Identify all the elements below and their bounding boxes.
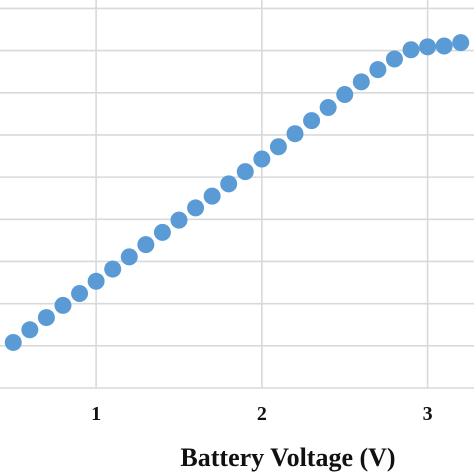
data-point bbox=[303, 112, 321, 130]
data-point bbox=[120, 248, 138, 266]
x-axis-title: Battery Voltage (V) bbox=[180, 443, 395, 472]
data-point bbox=[352, 73, 370, 91]
data-point bbox=[286, 125, 304, 143]
data-point bbox=[402, 41, 420, 59]
data-point bbox=[21, 321, 39, 339]
data-point bbox=[236, 163, 254, 181]
data-point bbox=[452, 34, 470, 52]
data-point bbox=[319, 99, 337, 117]
data-markers bbox=[4, 34, 470, 351]
horizontal-gridlines bbox=[0, 7, 474, 347]
data-point bbox=[435, 37, 453, 55]
data-point bbox=[87, 272, 105, 290]
data-point bbox=[71, 285, 89, 303]
data-point bbox=[419, 38, 437, 56]
data-point bbox=[336, 85, 354, 103]
data-point bbox=[104, 260, 122, 278]
data-point bbox=[153, 223, 171, 241]
data-point bbox=[187, 199, 205, 217]
vertical-gridlines bbox=[95, 0, 429, 388]
data-point bbox=[37, 309, 55, 327]
data-point bbox=[170, 211, 188, 229]
x-tick-label: 3 bbox=[423, 403, 433, 425]
data-point bbox=[253, 150, 271, 168]
data-point bbox=[54, 296, 72, 314]
data-point bbox=[137, 236, 155, 254]
data-point bbox=[269, 138, 287, 156]
data-point bbox=[369, 61, 387, 79]
x-tick-label: 1 bbox=[91, 403, 101, 425]
data-point bbox=[203, 187, 221, 205]
x-tick-labels: 1 2 3 bbox=[91, 403, 432, 425]
data-point bbox=[220, 175, 238, 193]
data-point bbox=[4, 333, 22, 351]
x-tick-label: 2 bbox=[257, 403, 267, 425]
data-point bbox=[385, 50, 403, 68]
